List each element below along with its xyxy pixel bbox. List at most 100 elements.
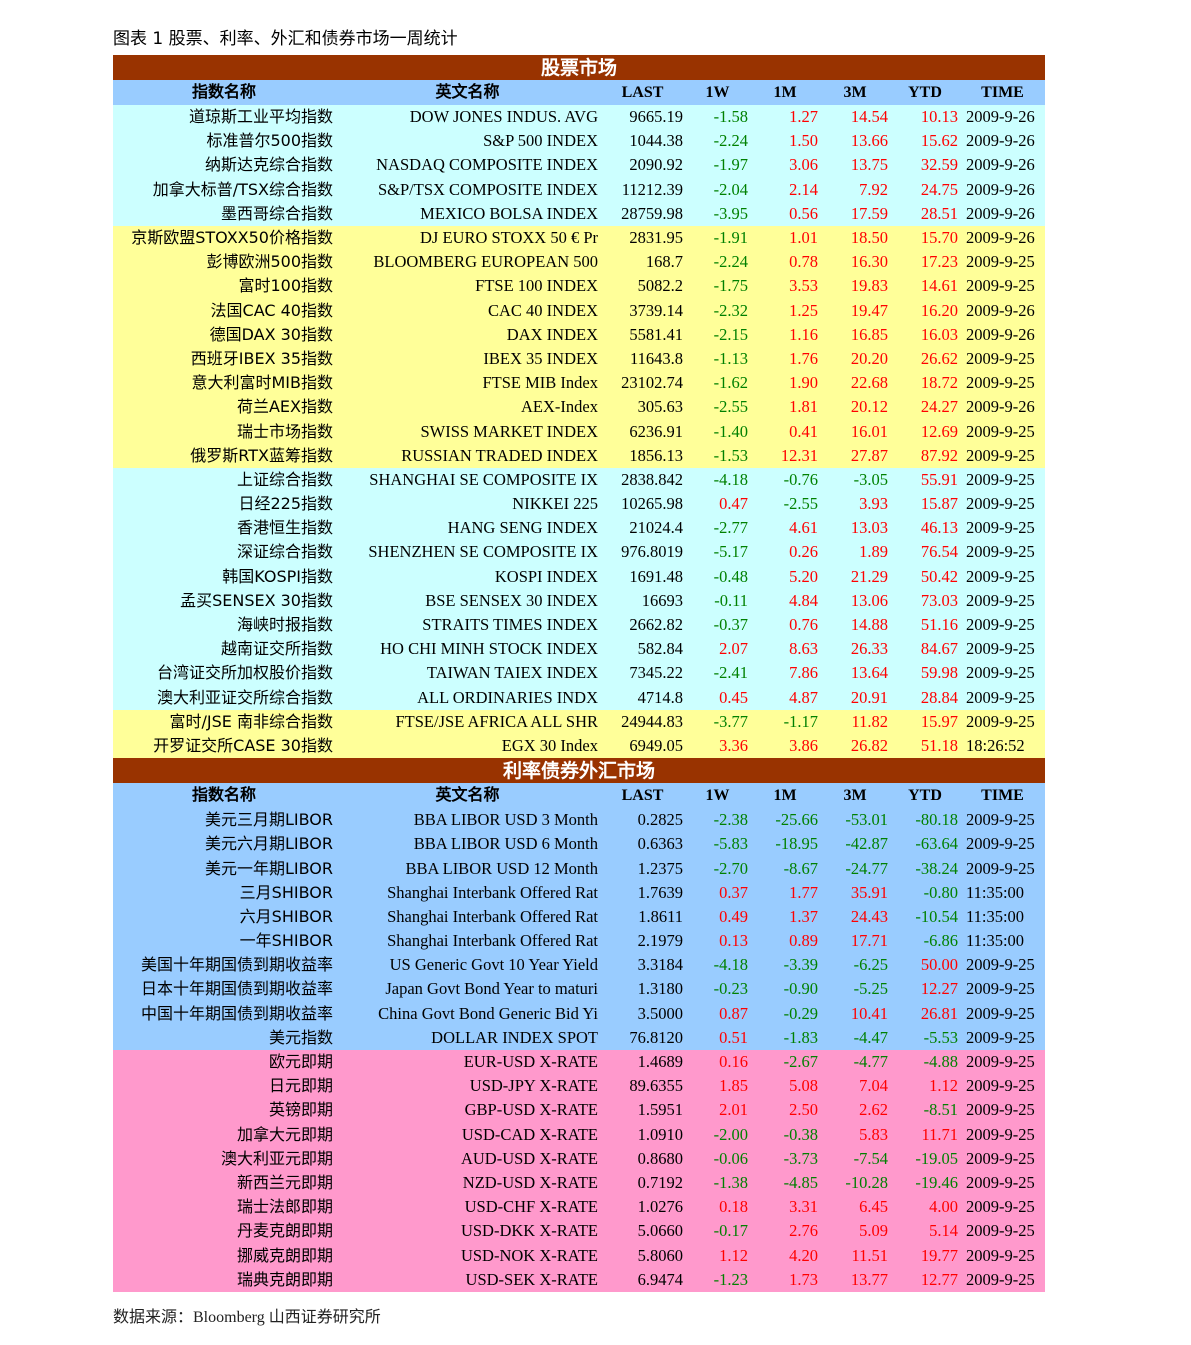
cell: 英镑即期 [268,1100,333,1120]
cell: 加拿大元即期 [236,1124,333,1144]
cell: 2009-9-25 [966,663,1035,683]
cell: 0.18 [719,1197,748,1217]
cell: 26.81 [920,1003,958,1023]
cell: 17.59 [850,203,888,223]
cell: IBEX 35 INDEX [483,348,598,368]
cell: 3.31 [789,1197,818,1217]
cell: 6236.91 [629,421,683,441]
cell: 2009-9-25 [966,1124,1035,1144]
column-header: 3M [820,80,890,105]
cell: 2009-9-26 [966,324,1035,344]
cell: 26.82 [850,735,888,755]
cell: -0.23 [713,979,748,999]
cell: 26.33 [850,639,888,659]
cell: 16.85 [850,324,888,344]
cell: 1691.48 [629,566,683,586]
data-row: 澳大利亚证交所综合指数 ALL ORDINARIES INDX 4714.8 0.45… [113,685,1046,710]
cell: -2.77 [713,518,748,538]
cell: 2009-9-25 [966,1148,1035,1168]
cell: 14.61 [920,276,958,296]
cell: -1.83 [783,1027,818,1047]
cell: 3.86 [789,735,818,755]
cell: 2009-9-26 [966,228,1035,248]
cell: 4.00 [929,1197,958,1217]
cell: -19.46 [915,1172,958,1192]
cell: 2009-9-25 [966,1269,1035,1289]
cell: 2009-9-25 [966,1076,1035,1096]
cell: 14.54 [850,107,888,127]
cell: 上证综合指数 [236,469,333,489]
data-row: 道琼斯工业平均指数 DOW JONES INDUS. AVG 9665.19 -1.5… [113,105,1046,130]
cell: 7345.22 [629,663,683,683]
column-header: 英文名称 [335,783,600,809]
cell: 美元三月期LIBOR [204,810,333,830]
cell: 0.7192 [637,1172,683,1192]
cell: 50.42 [920,566,958,586]
cell: 976.8019 [621,542,683,562]
cell: 19.77 [920,1245,958,1265]
cell: 越南证交所指数 [220,639,333,659]
cell: 2009-9-25 [966,834,1035,854]
cell: 7.92 [859,179,888,199]
cell: DAX INDEX [506,324,598,344]
section-title-row: 股票市场 [113,55,1046,80]
cell: -53.01 [845,810,888,830]
data-row: 京斯欧盟STOXX50价格指数 DJ EURO STOXX 50 € Pr 2831… [113,225,1046,251]
cell: 7.04 [859,1076,888,1096]
cell: 2090.92 [629,155,683,175]
cell: 0.51 [719,1027,748,1047]
cell: -1.75 [713,276,748,296]
data-row: 标准普尔500指数 S&P 500 INDEX 1044.38 -2.24 1.50 13… [113,129,1046,154]
data-row: 日本十年期国债到期收益率 Japan Govt Bond Year to matu… [113,977,1046,1002]
cell: 0.13 [719,931,748,951]
cell: 新西兰元即期 [236,1172,333,1192]
data-row: 富时100指数 FTSE 100 INDEX 5082.2 -1.75 3.53 19.8… [113,274,1046,299]
cell: -18.95 [775,834,818,854]
cell: 2009-9-25 [966,252,1035,272]
cell: -2.41 [713,663,748,683]
cell: 2009-9-25 [966,979,1035,999]
cell: FTSE MIB Index [482,373,599,393]
cell: 1.5951 [637,1100,683,1120]
cell: -8.51 [923,1100,958,1120]
cell: 1.0910 [637,1124,683,1144]
cell: 2009-9-26 [966,397,1035,417]
cell: 1.77 [789,882,818,902]
cell: -10.28 [845,1172,888,1192]
cell: 美元指数 [268,1027,333,1047]
cell: 4.84 [789,590,818,610]
section-title: 利率债券外汇市场 [113,758,1046,784]
cell: 2.76 [789,1221,818,1241]
cell: 5.8060 [637,1245,683,1265]
cell: 13.03 [850,518,888,538]
cell: ALL ORDINARIES INDX [417,687,598,707]
cell: 1.89 [859,542,888,562]
section-table: 利率债券外汇市场 指数名称 英文名称 LAST 1W 1M 3M YTD TIME 美元三月期LI… [113,758,1046,1292]
cell: 2009-9-25 [966,373,1035,393]
cell: -2.00 [713,1124,748,1144]
cell: 2009-9-25 [966,858,1035,878]
cell: 0.45 [719,687,748,707]
cell: 12.31 [780,445,818,465]
cell: 1856.13 [629,445,683,465]
header-row: 指数名称 英文名称 LAST 1W 1M 3M YTD TIME [113,783,1046,809]
column-header: 1M [750,783,820,809]
cell: 20.12 [850,397,888,417]
cell: 15.87 [920,494,958,514]
cell: -1.62 [713,373,748,393]
cell: RUSSIAN TRADED INDEX [401,445,598,465]
data-row: 意大利富时MIB指数 FTSE MIB Index 23102.74 -1.62 1.9… [113,371,1046,396]
cell: 富时/JSE 南非综合指数 [169,711,333,731]
cell: 2838.842 [621,469,683,489]
data-row: 挪威克朗即期 USD-NOK X-RATE 5.8060 1.12 4.20 11.51 1… [113,1243,1046,1268]
cell: HO CHI MINH STOCK INDEX [380,639,598,659]
column-header: 英文名称 [335,80,600,105]
cell: SHENZHEN SE COMPOSITE IX [368,542,598,562]
cell: 1.7639 [637,882,683,902]
cell: 1.16 [789,324,818,344]
cell: S&P 500 INDEX [483,131,598,151]
cell: 1.2375 [637,858,683,878]
data-row: 墨西哥综合指数 MEXICO BOLSA INDEX 28759.98 -3.95 0.… [113,201,1046,226]
cell: 11643.8 [629,348,683,368]
cell: 2009-9-25 [966,711,1035,731]
